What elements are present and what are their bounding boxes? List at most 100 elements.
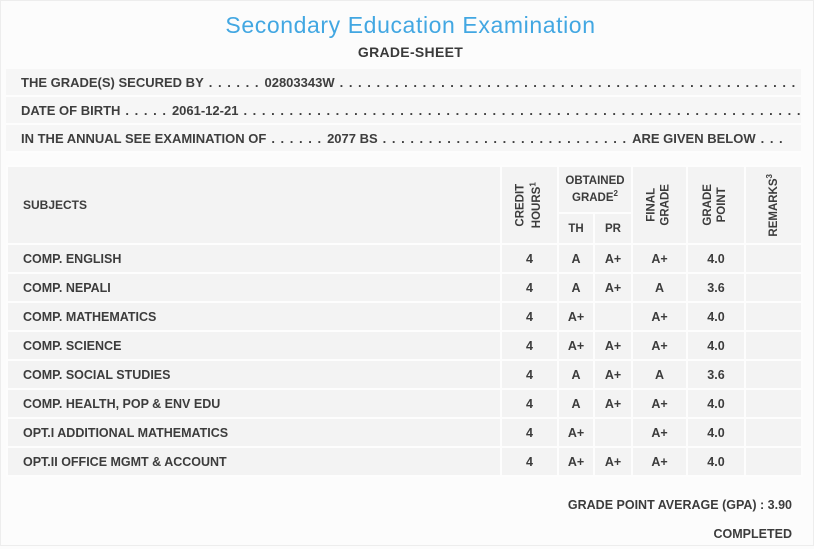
table-row: COMP. ENGLISH 4 A A+ A+ 4.0 [6,243,803,274]
dotted-filler: . . . . . . [271,130,323,146]
table-row: COMP. NEPALI 4 A A+ A 3.6 [6,272,803,303]
dotted-filler: . . . . . . . . . . . . . . . . . . . . … [243,102,801,118]
final-grade-cell: A+ [631,446,688,477]
grade-point-cell: 4.0 [686,330,746,361]
pr-grade-cell: A+ [593,446,633,477]
subject-cell: OPT.II OFFICE MGMT & ACCOUNT [6,446,502,477]
remarks-cell [744,388,803,419]
subject-cell: COMP. MATHEMATICS [6,301,502,332]
remarks-footnote: 3 [765,173,775,179]
credit-cell: 4 [500,446,559,477]
table-row: OPT.I ADDITIONAL MATHEMATICS 4 A+ A+ 4.0 [6,417,803,448]
grade-point-cell: 4.0 [686,243,746,274]
th-grade-cell: A [557,272,595,303]
remarks-cell [744,301,803,332]
credit-cell: 4 [500,301,559,332]
column-header-obtained-grade: OBTAINED GRADE2 [557,165,633,214]
th-grade-cell: A+ [557,301,595,332]
obtained-grade-label: OBTAINED GRADE [565,175,625,204]
dotted-filler: . . . . . . . . . . . . . . . . . . . . … [339,74,801,90]
info-label: DATE OF BIRTH [21,102,121,118]
info-line-examination-year: IN THE ANNUAL SEE EXAMINATION OF . . . .… [6,125,801,153]
table-row: COMP. MATHEMATICS 4 A+ A+ 4.0 [6,301,803,332]
credit-hours-footnote: 1 [528,182,538,187]
completion-status: COMPLETED [713,527,792,541]
column-header-remarks: REMARKS3 [744,165,803,245]
credit-cell: 4 [500,272,559,303]
final-grade-cell: A+ [631,417,688,448]
pr-grade-cell [593,301,633,332]
remarks-label: REMARKS [768,178,781,237]
pr-grade-cell: A+ [593,243,633,274]
final-grade-cell: A+ [631,243,688,274]
info-line-grades-secured-by: THE GRADE(S) SECURED BY . . . . . . 0280… [6,69,801,97]
column-header-final-grade: FINAL GRADE [631,165,688,245]
credit-cell: 4 [500,388,559,419]
obtained-grade-footnote: 2 [613,188,618,198]
subject-cell: COMP. SCIENCE [6,330,502,361]
column-header-th: TH [557,212,595,245]
examination-year-value: 2077 BS [327,130,378,146]
table-row: COMP. SOCIAL STUDIES 4 A A+ A 3.6 [6,359,803,390]
pr-grade-cell: A+ [593,272,633,303]
th-grade-cell: A+ [557,446,595,477]
remarks-cell [744,359,803,390]
grade-point-cell: 3.6 [686,359,746,390]
th-grade-cell: A+ [557,417,595,448]
final-grade-cell: A [631,359,688,390]
grades-table: SUBJECTS CREDIT HOURS1 OBTAINED GRADE2 F… [6,165,803,477]
pr-grade-cell: A+ [593,359,633,390]
info-label-suffix: ARE GIVEN BELOW [632,130,756,146]
table-row: COMP. SCIENCE 4 A+ A+ A+ 4.0 [6,330,803,361]
subject-cell: COMP. SOCIAL STUDIES [6,359,502,390]
page-title: Secondary Education Examination [225,12,596,38]
gpa-summary: GRADE POINT AVERAGE (GPA) : 3.90 [567,498,792,512]
final-grade-cell: A [631,272,688,303]
credit-cell: 4 [500,243,559,274]
subject-cell: COMP. ENGLISH [6,243,502,274]
remarks-cell [744,446,803,477]
column-header-pr: PR [593,212,633,245]
final-grade-cell: A+ [631,388,688,419]
table-row: COMP. HEALTH, POP & ENV EDU 4 A A+ A+ 4.… [6,388,803,419]
info-label: THE GRADE(S) SECURED BY [21,74,204,90]
dotted-filler: . . . . . . . . . . . . . . . . . . . . … [382,130,628,146]
credit-cell: 4 [500,417,559,448]
document-subtitle: GRADE-SHEET [357,44,464,60]
spacer [6,153,814,165]
subject-cell: COMP. HEALTH, POP & ENV EDU [6,388,502,419]
remarks-cell [744,330,803,361]
grade-point-cell: 4.0 [686,446,746,477]
dotted-filler: . . . . . . [208,74,260,90]
info-line-date-of-birth: DATE OF BIRTH . . . . . 2061-12-21 . . .… [6,97,801,125]
date-of-birth-value: 2061-12-21 [171,102,239,118]
final-grade-label: FINAL GRADE [645,184,672,226]
column-header-subjects: SUBJECTS [6,165,502,245]
subject-cell: COMP. NEPALI [6,272,502,303]
grade-point-cell: 4.0 [686,388,746,419]
th-grade-cell: A [557,243,595,274]
credit-hours-label: CREDIT HOURS [514,183,543,228]
column-header-credit-hours: CREDIT HOURS1 [500,165,559,245]
pr-grade-cell [593,417,633,448]
grade-point-cell: 4.0 [686,301,746,332]
column-header-grade-point: GRADE POINT [686,165,746,245]
th-grade-cell: A+ [557,330,595,361]
info-label: IN THE ANNUAL SEE EXAMINATION OF [21,130,267,146]
credit-cell: 4 [500,359,559,390]
pr-grade-cell: A+ [593,388,633,419]
final-grade-cell: A+ [631,301,688,332]
th-grade-cell: A [557,388,595,419]
dotted-filler: . . . [760,130,784,146]
remarks-cell [744,243,803,274]
dotted-filler: . . . . . [125,102,167,118]
grade-point-label: GRADE POINT [702,184,728,226]
symbol-number-value: 02803343W [264,74,335,90]
pr-grade-cell: A+ [593,330,633,361]
remarks-cell [744,417,803,448]
final-grade-cell: A+ [631,330,688,361]
remarks-cell [744,272,803,303]
table-row: OPT.II OFFICE MGMT & ACCOUNT 4 A+ A+ A+ … [6,446,803,477]
credit-cell: 4 [500,330,559,361]
